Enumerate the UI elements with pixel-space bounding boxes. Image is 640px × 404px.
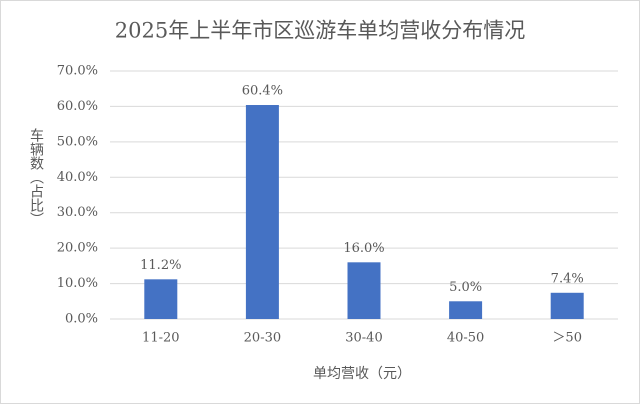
x-tick-label: 30-40 [345,331,382,346]
y-tick-label: 10.0% [57,276,98,291]
y-tick-label: 0.0% [65,312,98,327]
chart-title: 2025年上半年市区巡游车单均营收分布情况 [115,19,525,43]
x-axis-label: 单均营收（元） [313,366,411,382]
y-tick-label: 60.0% [57,99,98,114]
bar [347,262,381,319]
x-tick-label: 20-30 [244,331,281,346]
value-label: 7.4% [551,271,584,286]
value-label: 5.0% [449,280,482,295]
bar [144,279,178,319]
y-tick-label: 50.0% [57,134,98,149]
value-label: 16.0% [343,241,384,256]
value-label: 60.4% [242,84,283,99]
y-tick-label: 70.0% [57,64,98,79]
x-tick-label: 11-20 [142,331,179,346]
value-label: 11.2% [140,258,181,273]
bar [245,105,279,319]
x-tick-label: ＞50 [552,331,582,346]
y-axis-label: 车辆数（占比） [28,127,44,226]
y-tick-label: 40.0% [57,170,98,185]
y-tick-label: 30.0% [57,205,98,220]
bar [449,301,483,319]
y-tick-label: 20.0% [57,241,98,256]
bar [550,292,584,319]
x-tick-label: 40-50 [447,331,484,346]
